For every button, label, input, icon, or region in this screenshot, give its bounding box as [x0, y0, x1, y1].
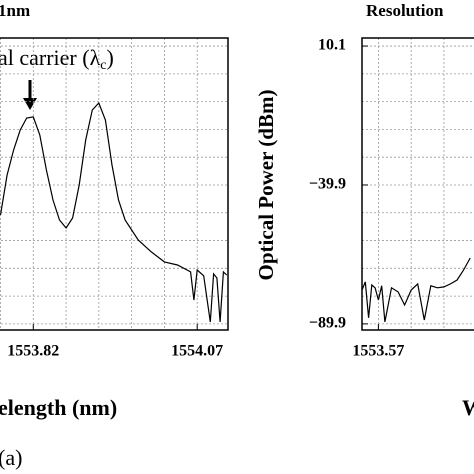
x-tick-label: 1553.82	[7, 343, 59, 360]
y-tick-label: 10.1	[318, 37, 346, 54]
x-axis-label: W	[462, 395, 474, 420]
plot-frame	[0, 37, 229, 331]
annotation-end: )	[106, 45, 113, 70]
panel-title: Resolution	[366, 1, 444, 20]
spectrum-line	[0, 101, 228, 322]
x-tick-label: 1553.57	[352, 343, 404, 360]
spectrum-line	[362, 257, 471, 323]
annotation-text: al carrier (λ	[0, 45, 101, 70]
plot-area	[0, 38, 228, 330]
annotation-sub: c	[100, 58, 106, 73]
annotation: al carrier (λc)	[0, 45, 114, 73]
y-tick-label: −39.9	[309, 176, 346, 193]
plot-frame	[361, 37, 474, 331]
x-axis-label: elength (nm)	[0, 395, 117, 420]
y-axis-label: Optical Power (dBm)	[254, 90, 278, 281]
plot-area	[362, 38, 474, 330]
y-tick-label: −89.9	[309, 315, 346, 332]
x-tick-label: 1554.07	[171, 343, 223, 360]
panel-label: (a)	[0, 445, 22, 470]
arrow-head	[23, 98, 37, 110]
panel-title: 1nm	[0, 1, 30, 20]
